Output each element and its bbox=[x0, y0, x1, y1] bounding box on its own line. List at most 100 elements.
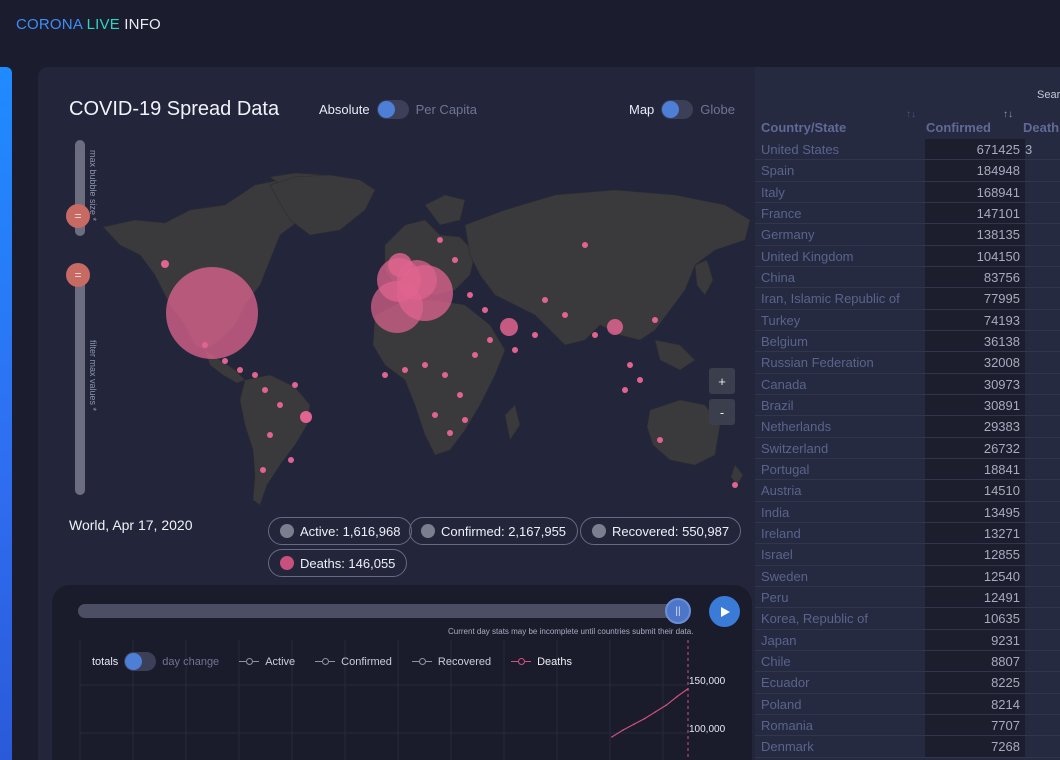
table-row-country[interactable]: Canada bbox=[755, 374, 925, 395]
legend-active[interactable]: Active bbox=[239, 656, 295, 668]
header-country[interactable]: Country/State bbox=[761, 120, 847, 135]
table-row-deaths bbox=[1025, 352, 1060, 374]
filter-max-slider[interactable] bbox=[75, 265, 85, 495]
table-row-deaths bbox=[1025, 267, 1060, 289]
table-row-country[interactable]: China bbox=[755, 267, 925, 289]
table-row-country[interactable]: Ecuador bbox=[755, 672, 925, 694]
recovered-dot-icon bbox=[592, 524, 606, 538]
view-toggle[interactable] bbox=[661, 100, 694, 119]
table-row-deaths bbox=[1025, 459, 1060, 481]
table-row-confirmed: 83756 bbox=[925, 267, 1025, 289]
table-row-confirmed: 18841 bbox=[925, 459, 1025, 481]
timeline-handle[interactable]: || bbox=[665, 598, 691, 624]
table-row-country[interactable]: Portugal bbox=[755, 459, 925, 481]
header-confirmed[interactable]: Confirmed bbox=[926, 120, 991, 135]
incomplete-data-note: Current day stats may be incomplete unti… bbox=[448, 627, 694, 636]
sort-icon[interactable]: ↑↓ bbox=[906, 109, 916, 120]
timeline-chart-card: || Current day stats may be incomplete u… bbox=[52, 585, 752, 760]
filter-max-handle[interactable]: = bbox=[66, 263, 90, 287]
table-row-country[interactable]: Austria bbox=[755, 480, 925, 502]
table-row-deaths bbox=[1025, 608, 1060, 630]
table-row-deaths bbox=[1025, 736, 1060, 758]
legend-recovered[interactable]: Recovered bbox=[411, 655, 492, 668]
table-row-country[interactable]: Denmark bbox=[755, 736, 925, 758]
table-row-country[interactable]: Turkey bbox=[755, 310, 925, 331]
chart-legend: totals day change Active Confirmed Recov… bbox=[92, 652, 592, 671]
table-row-confirmed: 147101 bbox=[925, 203, 1025, 225]
active-stat-pill[interactable]: Active: 1,616,968 bbox=[268, 517, 413, 545]
table-row-country[interactable]: Russian Federation bbox=[755, 352, 925, 374]
table-row-confirmed: 14510 bbox=[925, 480, 1025, 502]
table-row-country[interactable]: Ireland bbox=[755, 523, 925, 545]
table-row-country[interactable]: Chile bbox=[755, 651, 925, 673]
toggle-knob bbox=[662, 101, 680, 118]
table-row-deaths bbox=[1025, 182, 1060, 203]
table-row-country[interactable]: France bbox=[755, 203, 925, 225]
recovered-stat-pill[interactable]: Recovered: 550,987 bbox=[580, 517, 742, 545]
table-row-country[interactable]: India bbox=[755, 502, 925, 523]
table-row-country[interactable]: Spain bbox=[755, 160, 925, 182]
legend-recovered-label: Recovered bbox=[437, 655, 492, 668]
table-row-deaths bbox=[1025, 160, 1060, 182]
table-row-confirmed: 26732 bbox=[925, 438, 1025, 459]
table-row-deaths bbox=[1025, 523, 1060, 545]
bubble-size-slider[interactable] bbox=[75, 140, 85, 236]
header-deaths[interactable]: Death bbox=[1023, 120, 1060, 135]
table-row-country[interactable]: Peru bbox=[755, 587, 925, 609]
table-row-confirmed: 168941 bbox=[925, 182, 1025, 203]
table-row-country[interactable]: Romania bbox=[755, 715, 925, 737]
deaths-point bbox=[654, 711, 657, 713]
app-logo[interactable]: CORONA LIVE INFO bbox=[16, 16, 161, 33]
play-button[interactable] bbox=[709, 596, 740, 627]
table-row-country[interactable]: Iran, Islamic Republic of bbox=[755, 288, 925, 310]
zoom-in-button[interactable]: + bbox=[709, 368, 735, 394]
confirmed-stat-pill[interactable]: Confirmed: 2,167,955 bbox=[409, 517, 579, 545]
table-row-confirmed: 8225 bbox=[925, 672, 1025, 694]
map-label: Map bbox=[629, 102, 655, 117]
table-row-country[interactable]: Korea, Republic of bbox=[755, 608, 925, 630]
table-row-country[interactable]: Brazil bbox=[755, 395, 925, 417]
deaths-point bbox=[687, 687, 689, 690]
table-row-country[interactable]: Israel bbox=[755, 544, 925, 566]
table-row-country[interactable]: Poland bbox=[755, 694, 925, 715]
table-row-country[interactable]: Netherlands bbox=[755, 416, 925, 438]
deaths-point bbox=[643, 717, 646, 720]
deaths-series-line bbox=[611, 688, 689, 738]
timeline-track[interactable] bbox=[78, 604, 690, 618]
bubble-size-handle[interactable]: = bbox=[66, 204, 90, 228]
search-label[interactable]: Sear bbox=[1037, 89, 1060, 101]
table-row-country[interactable]: United Kingdom bbox=[755, 246, 925, 267]
table-row-confirmed: 36138 bbox=[925, 331, 1025, 353]
table-row-country[interactable]: Switzerland bbox=[755, 438, 925, 459]
table-row-country[interactable]: United States bbox=[755, 139, 925, 161]
legend-deaths[interactable]: Deaths bbox=[511, 656, 572, 668]
table-row-deaths bbox=[1025, 630, 1060, 651]
table-row-deaths bbox=[1025, 715, 1060, 737]
toggle-knob bbox=[125, 653, 143, 670]
zoom-out-button[interactable]: - bbox=[709, 399, 735, 425]
table-row-confirmed: 29383 bbox=[925, 416, 1025, 438]
world-map[interactable] bbox=[95, 165, 755, 515]
table-row-confirmed: 8214 bbox=[925, 694, 1025, 715]
per-capita-label: Per Capita bbox=[415, 102, 478, 117]
country-column: United States Spain Italy France Germany Unit… bbox=[755, 139, 925, 758]
legend-confirmed[interactable]: Confirmed bbox=[315, 656, 392, 668]
deaths-column: 3 bbox=[1025, 139, 1060, 758]
table-row-deaths bbox=[1025, 480, 1060, 502]
table-row-country[interactable]: Japan bbox=[755, 630, 925, 651]
scale-toggle[interactable] bbox=[376, 100, 409, 119]
recovered-stat-text: Recovered: 550,987 bbox=[612, 523, 730, 539]
totals-toggle[interactable] bbox=[124, 652, 157, 671]
table-row-country[interactable]: Sweden bbox=[755, 566, 925, 587]
table-row-country[interactable]: Germany bbox=[755, 224, 925, 246]
sort-icon[interactable]: ↑↓ bbox=[1003, 109, 1013, 120]
table-row-deaths bbox=[1025, 672, 1060, 694]
table-row-country[interactable]: Belgium bbox=[755, 331, 925, 353]
brand-word-3: INFO bbox=[124, 16, 161, 33]
table-row-deaths bbox=[1025, 288, 1060, 310]
deaths-stat-pill[interactable]: Deaths: 146,055 bbox=[268, 549, 408, 577]
table-row-confirmed: 10635 bbox=[925, 608, 1025, 630]
y-tick-label: 150,000 bbox=[689, 676, 726, 687]
deaths-point bbox=[632, 723, 635, 726]
table-row-country[interactable]: Italy bbox=[755, 182, 925, 203]
